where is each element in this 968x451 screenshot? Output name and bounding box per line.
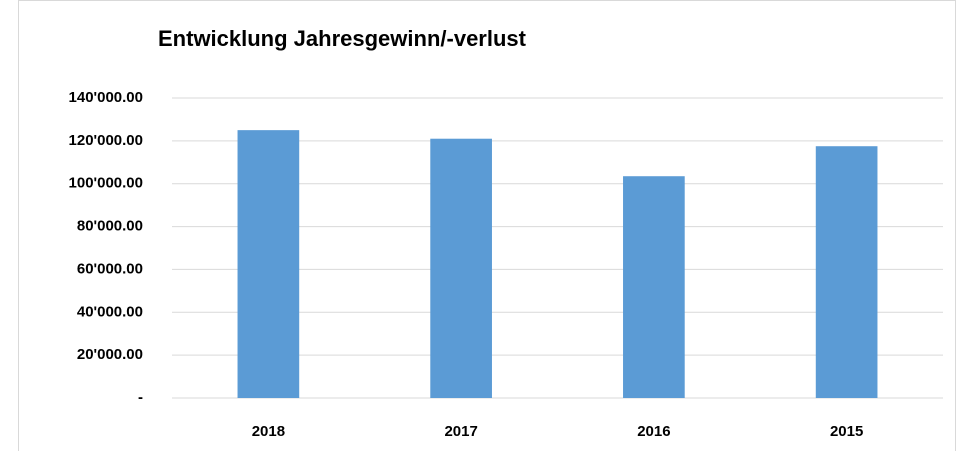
y-tick-label: 40'000.00 (77, 303, 143, 320)
bar (623, 176, 685, 398)
x-tick-label: 2017 (444, 423, 477, 440)
y-tick-label: - (138, 389, 143, 406)
x-tick-label: 2018 (252, 423, 285, 440)
x-tick-label: 2015 (830, 423, 863, 440)
y-tick-label: 120'000.00 (69, 132, 143, 149)
y-tick-label: 140'000.00 (69, 89, 143, 106)
x-tick-label: 2016 (637, 423, 670, 440)
bar (237, 130, 300, 398)
y-tick-label: 80'000.00 (77, 218, 143, 235)
y-tick-label: 60'000.00 (77, 260, 143, 277)
bar (430, 138, 492, 398)
y-tick-label: 100'000.00 (69, 175, 143, 192)
y-tick-label: 20'000.00 (77, 346, 143, 363)
bar (815, 146, 878, 398)
chart-title: Entwicklung Jahresgewinn/-verlust (158, 26, 527, 51)
